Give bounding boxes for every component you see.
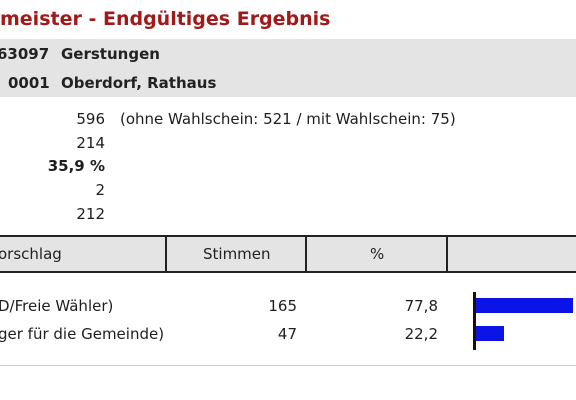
stat-eligible-note: (ohne Wahlschein: 521 / mit Wahlschein: … <box>120 110 456 128</box>
column-header-percent: % <box>370 245 385 263</box>
candidate-percent: 22,2 <box>404 325 438 343</box>
stat-valid: 212 <box>76 205 105 223</box>
stat-turnout: 35,9 % <box>47 157 105 175</box>
stat-voters: 214 <box>76 134 105 152</box>
results-table-header <box>0 235 576 273</box>
result-bar <box>476 326 504 341</box>
column-header-proposal: orschlag <box>0 245 62 263</box>
bar-axis <box>473 292 476 350</box>
divider-line <box>0 365 576 366</box>
district-code: 0001 <box>8 74 50 92</box>
candidate-votes: 165 <box>268 297 297 315</box>
municipality-name: Gerstungen <box>61 45 160 63</box>
candidate-label: ger für die Gemeinde) <box>0 325 165 343</box>
candidate-label: D/Freie Wähler) <box>0 297 114 315</box>
district-name: Oberdorf, Rathaus <box>61 74 217 92</box>
location-header <box>0 39 576 97</box>
candidate-percent: 77,8 <box>404 297 438 315</box>
candidate-votes: 47 <box>277 325 297 343</box>
stat-eligible-voters: 596 <box>76 110 105 128</box>
page-title: meister - Endgültiges Ergebnis <box>0 8 331 30</box>
header-divider <box>446 235 448 273</box>
column-header-votes: Stimmen <box>203 245 271 263</box>
result-bar <box>476 298 573 313</box>
header-divider <box>305 235 307 273</box>
header-divider <box>165 235 167 273</box>
municipality-code: 63097 <box>0 45 50 63</box>
stat-invalid: 2 <box>95 181 105 199</box>
